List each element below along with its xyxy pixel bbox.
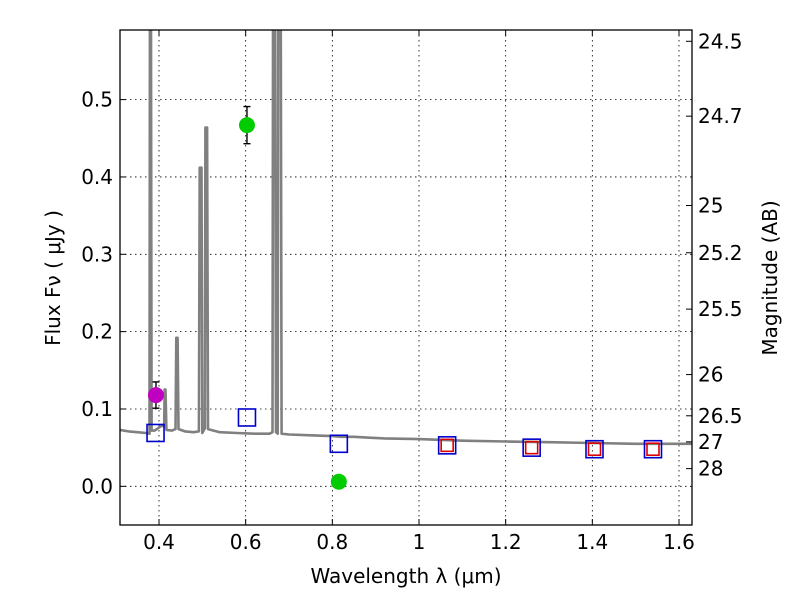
model-square-red <box>587 442 602 457</box>
sed-model-line <box>120 30 692 446</box>
y-axis-title: Flux Fν ( μJy ) <box>41 210 65 346</box>
model-square-red <box>524 440 539 455</box>
model-square-blue <box>329 434 349 454</box>
y-tick-label: 0.0 <box>81 474 113 498</box>
y-tick-label: 0.1 <box>81 397 113 421</box>
observed-point <box>147 387 164 404</box>
series-layer <box>120 30 692 490</box>
right-tick-label: 24.5 <box>698 29 743 53</box>
right-tick-label: 25 <box>698 193 723 217</box>
right-tick-label: 26 <box>698 363 723 387</box>
x-tick-label: 1 <box>413 530 426 554</box>
y-tick-label: 0.2 <box>81 320 113 344</box>
model-square-blue <box>643 439 663 459</box>
grid <box>120 30 692 525</box>
x-tick-label: 0.8 <box>316 530 348 554</box>
x-tick-label: 1.2 <box>490 530 522 554</box>
y-tick-label: 0.3 <box>81 242 113 266</box>
model-square-blue <box>237 408 257 427</box>
y-tick-label: 0.5 <box>81 88 113 112</box>
x-tick-label: 0.4 <box>143 530 175 554</box>
y-tick-label: 0.4 <box>81 165 113 189</box>
ticks: 0.4 0.6 0.8 1 1.2 1.4 1.6 0.0 0.1 0.2 0.3 0.4 0.5 24.… <box>81 29 742 554</box>
right-tick-label: 25.2 <box>698 241 743 265</box>
x-tick-label: 0.6 <box>230 530 262 554</box>
right-tick-label: 27 <box>698 430 723 454</box>
plot-frame <box>119 29 693 526</box>
x-axis-title: Wavelength λ (μm) <box>310 564 501 588</box>
observed-point <box>238 117 255 134</box>
model-square-blue <box>585 439 604 459</box>
right-axis-title: Magnitude (AB) <box>758 200 782 355</box>
model-square-blue <box>437 436 457 455</box>
right-tick-label: 25.5 <box>698 297 743 321</box>
model-square-blue <box>146 423 165 443</box>
x-tick-label: 1.4 <box>576 530 608 554</box>
right-tick-label: 28 <box>698 457 723 481</box>
observed-point <box>330 473 347 490</box>
right-tick-label: 24.7 <box>698 104 743 128</box>
model-square-red <box>440 438 454 453</box>
model-square-red <box>646 442 660 457</box>
x-tick-label: 1.6 <box>663 530 695 554</box>
model-square-blue <box>522 438 541 457</box>
right-tick-label: 26.5 <box>698 404 743 428</box>
